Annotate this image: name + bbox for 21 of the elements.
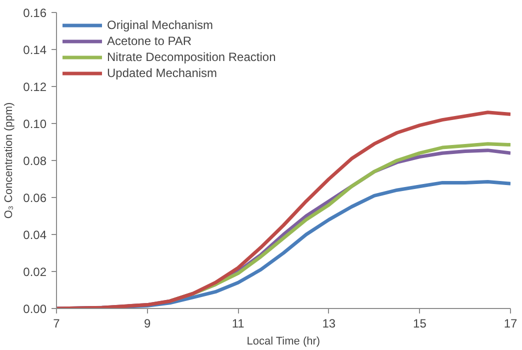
y-tick-label: 0.12	[23, 80, 47, 94]
y-tick-label: 0.04	[23, 228, 47, 242]
x-axis-title: Local Time (hr)	[246, 336, 320, 348]
y-axis-title: O₃ Concentration (ppm)	[3, 102, 16, 219]
y-tick-label: 0.06	[23, 191, 47, 205]
y-tick-label: 0.02	[23, 265, 47, 279]
legend-label: Nitrate Decomposition Reaction	[107, 50, 276, 64]
legend-label: Original Mechanism	[107, 18, 214, 32]
x-tick-label: 9	[144, 316, 151, 330]
y-tick-label: 0.08	[23, 154, 47, 168]
x-tick-label: 15	[413, 316, 427, 330]
legend-label: Updated Mechanism	[107, 66, 218, 80]
x-tick-label: 17	[504, 316, 518, 330]
y-tick-label: 0.10	[23, 117, 47, 131]
y-tick-label: 0.16	[23, 6, 47, 20]
legend-label: Acetone to PAR	[107, 34, 192, 48]
x-tick-label: 11	[232, 316, 245, 330]
x-tick-label: 13	[322, 316, 336, 330]
y-tick-label: 0.00	[23, 302, 47, 316]
x-tick-label: 7	[53, 316, 60, 330]
y-tick-label: 0.14	[23, 43, 47, 57]
